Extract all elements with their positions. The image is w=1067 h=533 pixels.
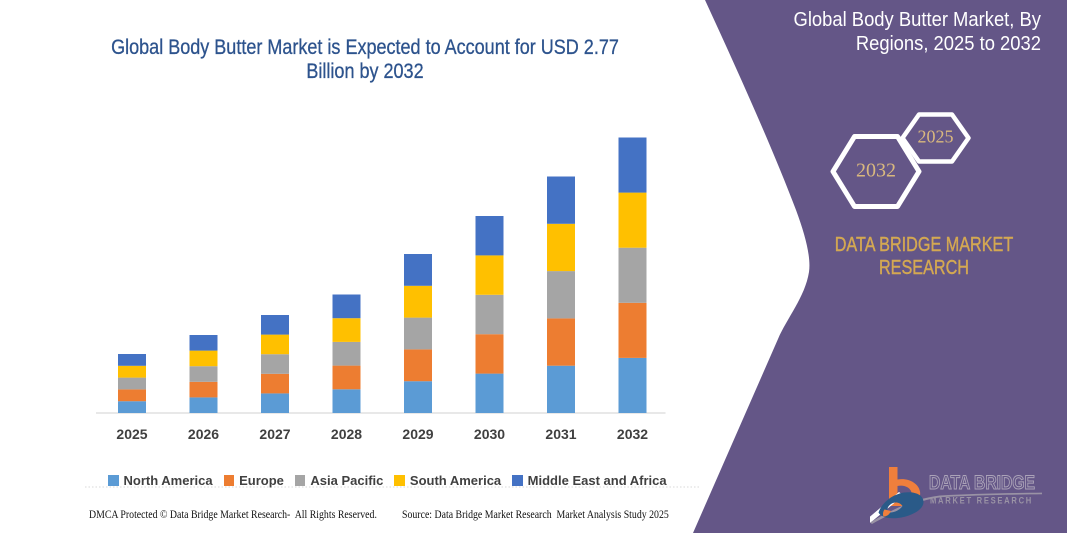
svg-text:DATA BRIDGE: DATA BRIDGE (929, 473, 1035, 494)
svg-text:2025: 2025 (918, 127, 954, 147)
svg-text:MARKET RESEARCH: MARKET RESEARCH (930, 496, 1033, 506)
svg-text:2032: 2032 (856, 160, 896, 182)
